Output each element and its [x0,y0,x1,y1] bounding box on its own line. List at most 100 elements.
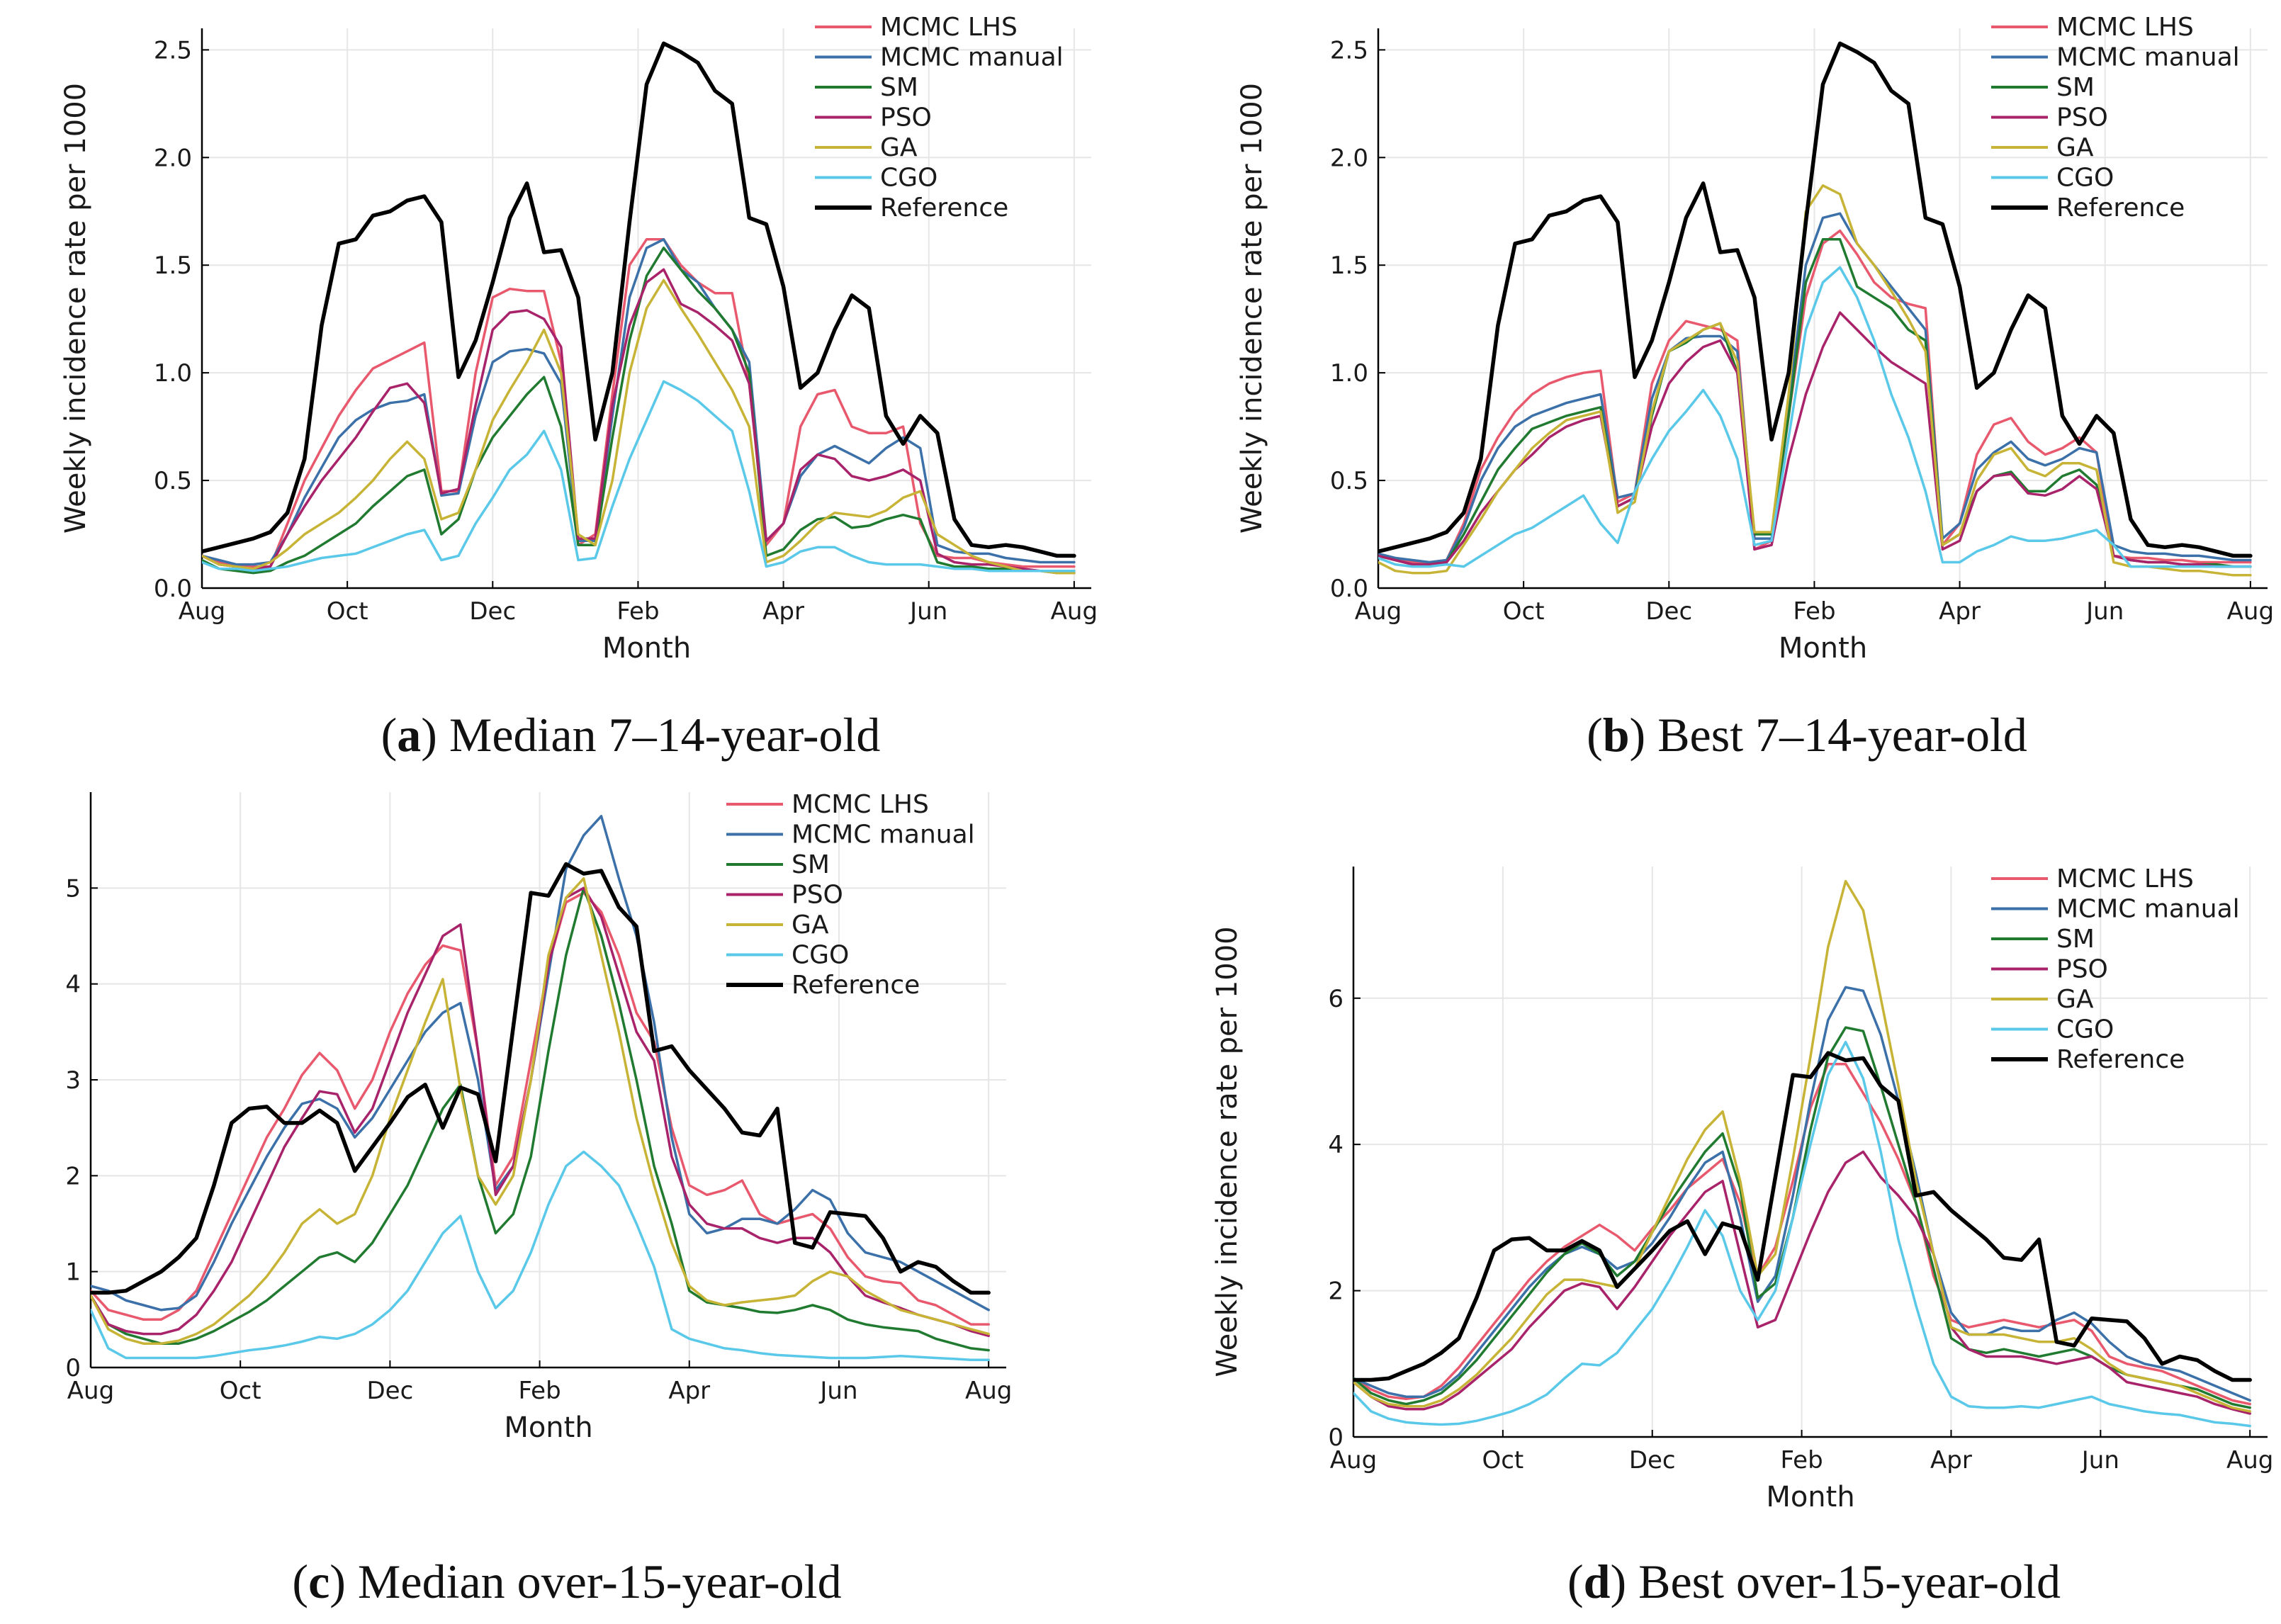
y-tick-label: 0.0 [154,575,192,603]
x-tick-label: Aug [1051,597,1098,626]
y-tick-label: 2.5 [154,36,192,64]
legend-label: Reference [880,193,1008,222]
legend-label: GA [2056,133,2094,162]
x-tick-label: Apr [762,597,804,626]
panel-caption: (b) Best 7–14-year-old [1587,708,2027,762]
series-line-cgo [1378,266,2252,568]
legend-label: Reference [792,971,920,1000]
y-tick-label: 1.0 [154,359,192,388]
y-tick-label: 1.5 [154,252,192,280]
caption-close-paren: ) [330,1555,358,1608]
x-axis-title: Month [602,632,691,665]
x-axis-title: Month [1766,1481,1854,1513]
x-tick-label: Dec [366,1377,413,1405]
x-tick-label: Feb [616,597,659,626]
legend-label: MCMC LHS [2056,864,2194,893]
x-tick-label: Jun [908,597,947,626]
x-tick-label: Dec [469,597,516,626]
x-tick-label: Aug [2226,1446,2273,1474]
x-tick-label: Jun [818,1377,857,1405]
series-line-reference [1353,1051,2252,1382]
series-group [1378,41,2253,577]
x-tick-label: Aug [179,597,225,626]
series-line-pso [202,268,1076,573]
legend-label: CGO [2056,164,2114,193]
panel-caption: (c) Median over-15-year-old [292,1555,841,1608]
y-tick-label: 6 [1328,985,1344,1013]
series-line-sm [91,886,990,1352]
legend-label: MCMC LHS [880,13,1018,42]
y-axis-title: Weekly incidence rate per 1000 [1211,926,1244,1377]
legend-label: PSO [2056,955,2108,984]
x-tick-label: Jun [2085,597,2124,626]
chart-panel-b: Aug Oct Dec Feb Apr Jun Aug0.00.51.01.52.02.5M… [1236,13,2274,762]
legend-label: MCMC manual [2056,895,2240,924]
caption-open-paren: ( [292,1555,308,1608]
x-tick-label: Feb [518,1377,561,1405]
legend-label: GA [792,910,829,940]
caption-open-paren: ( [381,708,398,762]
legend-label: CGO [792,941,849,970]
legend-label: SM [880,73,918,102]
legend-label: MCMC manual [2056,43,2240,72]
legend-label: MCMC LHS [2056,13,2194,42]
series-line-cgo [1353,1040,2251,1428]
x-tick-label: Jun [2080,1446,2119,1474]
legend-label: MCMC LHS [792,790,929,819]
caption-open-paren: ( [1567,1555,1584,1608]
x-tick-label: Feb [1780,1446,1823,1474]
series-line-reference [202,41,1076,558]
panel-caption: (a) Median 7–14-year-old [381,708,881,762]
x-tick-label: Oct [327,597,368,626]
legend-label: Reference [2056,1045,2185,1074]
legend-label: Reference [2056,193,2185,222]
series-group [91,815,991,1361]
caption-title: Median 7–14-year-old [449,708,881,762]
series-line-ga [91,877,990,1345]
y-tick-label: 0.5 [1330,467,1368,495]
legend-label: MCMC manual [880,43,1064,72]
legend-label: PSO [792,881,843,910]
x-tick-label: Apr [1939,597,1981,626]
y-tick-label: 2.5 [1330,36,1368,64]
y-tick-label: 1.0 [1330,359,1368,388]
chart-panel-a: Aug Oct Dec Feb Apr Jun Aug0.00.51.01.52.02.5M… [60,13,1098,762]
y-tick-label: 5 [65,874,81,903]
x-tick-label: Aug [1330,1446,1377,1474]
y-tick-label: 0.0 [1330,575,1368,603]
legend-label: PSO [2056,103,2108,132]
legend-label: SM [2056,925,2095,954]
legend-label: CGO [880,164,937,193]
legend-label: SM [2056,73,2095,102]
caption-title: Best over-15-year-old [1638,1555,2061,1608]
x-tick-label: Apr [1930,1446,1972,1474]
series-line-mcmc-manual [1378,212,2252,564]
caption-open-paren: ( [1587,708,1603,762]
series-line-ga [1378,184,2252,577]
y-tick-label: 0.5 [154,467,192,495]
x-axis-title: Month [1779,632,1867,665]
y-tick-label: 4 [1328,1131,1344,1159]
panel-caption: (d) Best over-15-year-old [1567,1555,2061,1608]
x-tick-label: Feb [1793,597,1835,626]
legend-label: SM [792,850,830,879]
x-tick-label: Dec [1629,1446,1676,1474]
y-tick-label: 3 [65,1066,81,1095]
series-group [1353,879,2252,1428]
x-axis-title: Month [504,1411,592,1444]
y-tick-label: 2 [65,1162,81,1190]
legend-label: PSO [880,103,932,132]
x-tick-label: Dec [1645,597,1692,626]
caption-letter: c [308,1555,330,1608]
caption-title: Best 7–14-year-old [1657,708,2027,762]
y-tick-label: 2 [1328,1278,1344,1306]
caption-letter: a [397,708,421,762]
series-line-reference [91,862,991,1295]
series-line-mcmc-manual [1353,986,2251,1402]
caption-letter: b [1603,708,1630,762]
legend-label: GA [2056,985,2094,1014]
